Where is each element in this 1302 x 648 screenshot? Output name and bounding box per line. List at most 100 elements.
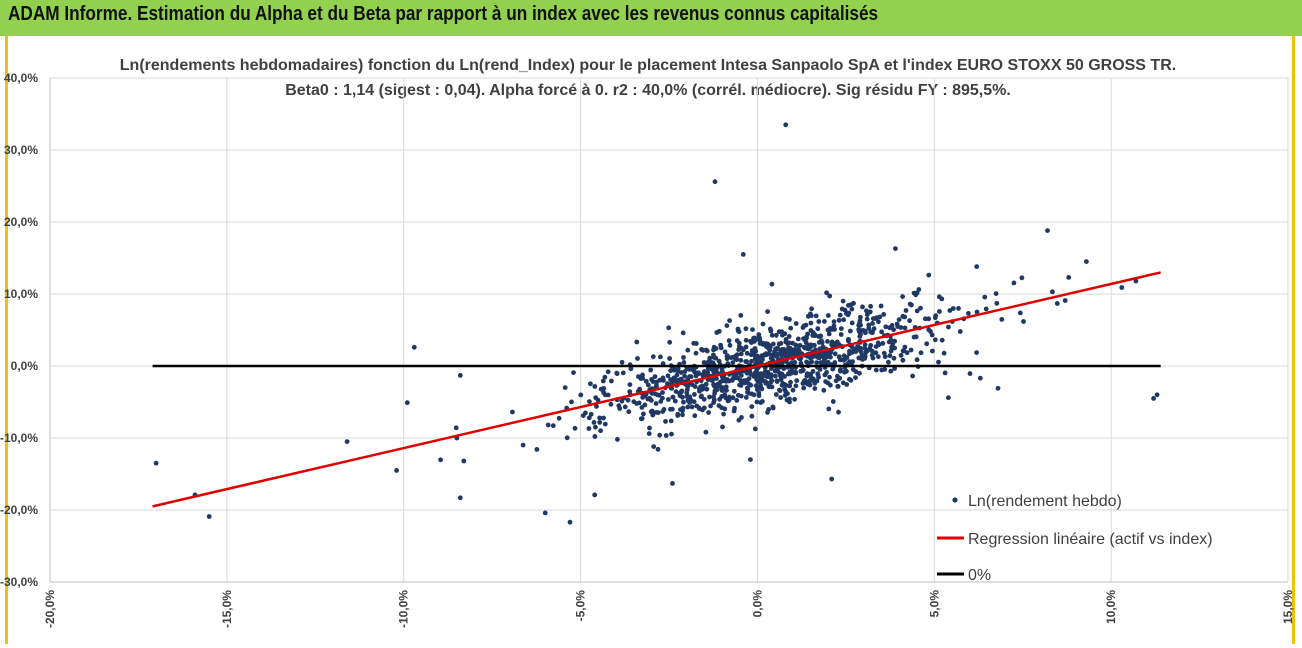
data-point: [713, 368, 719, 374]
data-point: [892, 366, 897, 371]
data-point: [722, 349, 728, 355]
data-point: [914, 308, 920, 314]
data-point: [807, 344, 813, 350]
data-point: [888, 348, 894, 354]
data-point: [736, 347, 742, 352]
data-point: [849, 306, 855, 312]
data-point: [750, 352, 756, 357]
data-point: [778, 374, 783, 379]
data-point: [726, 338, 732, 344]
data-point: [826, 406, 832, 412]
data-point: [752, 356, 758, 361]
data-point: [672, 398, 678, 404]
data-point: [810, 369, 816, 374]
data-point: [1011, 280, 1017, 286]
data-point: [682, 373, 687, 379]
data-point: [597, 415, 602, 421]
data-point: [706, 410, 711, 415]
data-point: [841, 317, 846, 323]
x-tick-label: 10,0%: [1104, 590, 1118, 624]
data-point: [900, 348, 906, 354]
data-point: [571, 370, 576, 375]
data-point: [675, 368, 681, 374]
data-point: [711, 347, 716, 353]
data-point: [727, 342, 733, 348]
data-point: [790, 387, 796, 393]
data-point: [849, 344, 855, 350]
y-tick-label: -20,0%: [0, 503, 38, 517]
data-point: [601, 390, 606, 395]
data-point: [685, 398, 691, 403]
data-point: [609, 378, 614, 384]
data-point: [902, 325, 908, 331]
data-point: [718, 345, 724, 351]
data-point: [881, 312, 887, 317]
data-point: [640, 372, 645, 378]
y-tick-label: -10,0%: [0, 431, 38, 445]
data-point: [882, 367, 888, 372]
data-point: [685, 404, 691, 410]
data-point: [743, 326, 749, 332]
data-point: [663, 433, 669, 438]
data-point: [772, 349, 777, 354]
data-point: [939, 337, 945, 343]
data-point: [766, 407, 771, 412]
data-point: [827, 293, 833, 299]
data-point: [813, 313, 819, 319]
data-point: [752, 346, 758, 351]
data-point: [680, 412, 685, 418]
data-point: [995, 385, 1001, 391]
x-tick-label: -5,0%: [574, 590, 588, 622]
data-point: [550, 423, 556, 429]
data-point: [900, 294, 905, 299]
data-point: [569, 399, 574, 405]
data-point: [794, 378, 800, 383]
data-point: [822, 319, 827, 324]
data-point: [635, 356, 640, 361]
data-point: [779, 382, 785, 388]
data-point: [950, 306, 956, 311]
data-point: [756, 393, 762, 398]
grid-lines: [50, 77, 1289, 583]
data-point: [858, 345, 863, 351]
data-point: [769, 357, 775, 362]
data-point: [688, 374, 694, 380]
data-point: [888, 368, 894, 374]
data-point: [660, 390, 665, 395]
data-point: [765, 309, 770, 314]
data-point: [1050, 289, 1055, 295]
data-point: [769, 352, 774, 358]
data-point: [619, 398, 625, 404]
data-point: [153, 460, 159, 466]
data-point: [926, 272, 932, 278]
data-point: [734, 338, 740, 343]
data-point: [723, 384, 729, 390]
data-point: [825, 339, 830, 344]
data-point: [567, 519, 573, 525]
data-point: [586, 426, 592, 431]
data-point: [923, 316, 928, 322]
data-point: [918, 350, 924, 356]
data-point: [661, 378, 666, 383]
legend-points-marker: [952, 497, 958, 503]
data-point: [936, 359, 941, 365]
data-point: [738, 351, 744, 357]
legend-zero-label: 0%: [968, 567, 991, 584]
data-point: [740, 347, 746, 353]
data-point: [534, 447, 540, 452]
data-point: [881, 350, 887, 356]
data-point: [902, 344, 908, 350]
data-point: [808, 328, 814, 333]
data-point: [939, 296, 945, 302]
data-point: [602, 421, 608, 427]
data-point: [438, 457, 443, 463]
data-point: [1045, 228, 1050, 234]
data-point: [839, 306, 845, 312]
data-point: [941, 350, 947, 356]
data-point: [830, 399, 836, 404]
data-point: [977, 375, 983, 381]
data-point: [840, 298, 846, 304]
data-point: [667, 356, 672, 361]
data-point: [858, 314, 863, 320]
data-point: [703, 381, 709, 387]
